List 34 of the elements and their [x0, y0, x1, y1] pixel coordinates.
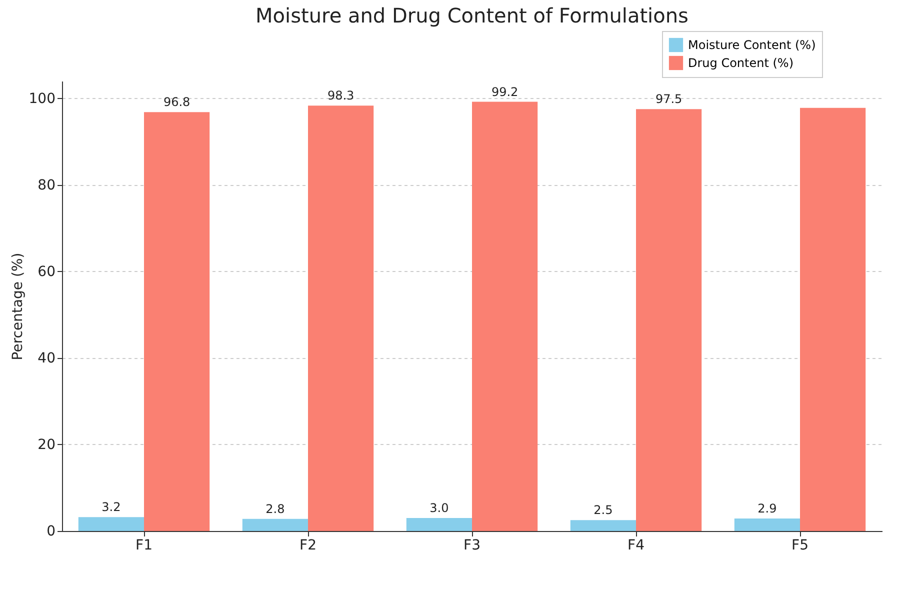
y-tick-label: 0 [46, 524, 56, 540]
x-tick-label: F1 [136, 538, 152, 554]
data-label: 2.9 [758, 501, 777, 516]
data-label: 99.2 [491, 84, 518, 99]
data-label: 3.0 [430, 501, 449, 516]
data-label: 98.3 [327, 88, 354, 103]
bar [734, 518, 800, 531]
data-label: 97.5 [655, 92, 682, 106]
data-label: 96.8 [163, 95, 190, 110]
bar [308, 106, 374, 531]
bar [78, 517, 144, 531]
y-tick-label: 20 [38, 436, 56, 453]
bar [570, 520, 636, 531]
y-tick-label: 40 [38, 350, 56, 366]
bar [406, 518, 472, 531]
legend-label: Drug Content (%) [688, 56, 794, 70]
x-tick-label: F3 [464, 538, 480, 554]
bar [144, 112, 210, 531]
y-tick-label: 80 [38, 177, 56, 194]
bar [800, 108, 866, 531]
y-axis-title: Percentage (%) [10, 252, 26, 360]
legend-label: Moisture Content (%) [688, 38, 816, 52]
bar [472, 102, 538, 531]
y-tick-label: 60 [38, 264, 56, 280]
data-label: 2.5 [594, 503, 613, 518]
y-tick-label: 100 [28, 90, 56, 107]
data-label: 2.8 [266, 502, 285, 516]
x-tick-label: F5 [792, 538, 808, 554]
bar [636, 109, 702, 531]
data-label: 3.2 [102, 500, 121, 514]
x-tick-label: F4 [628, 538, 645, 554]
x-tick-label: F2 [300, 538, 316, 554]
chart-title: Moisture and Drug Content of Formulations [256, 4, 688, 28]
bar [242, 518, 308, 531]
